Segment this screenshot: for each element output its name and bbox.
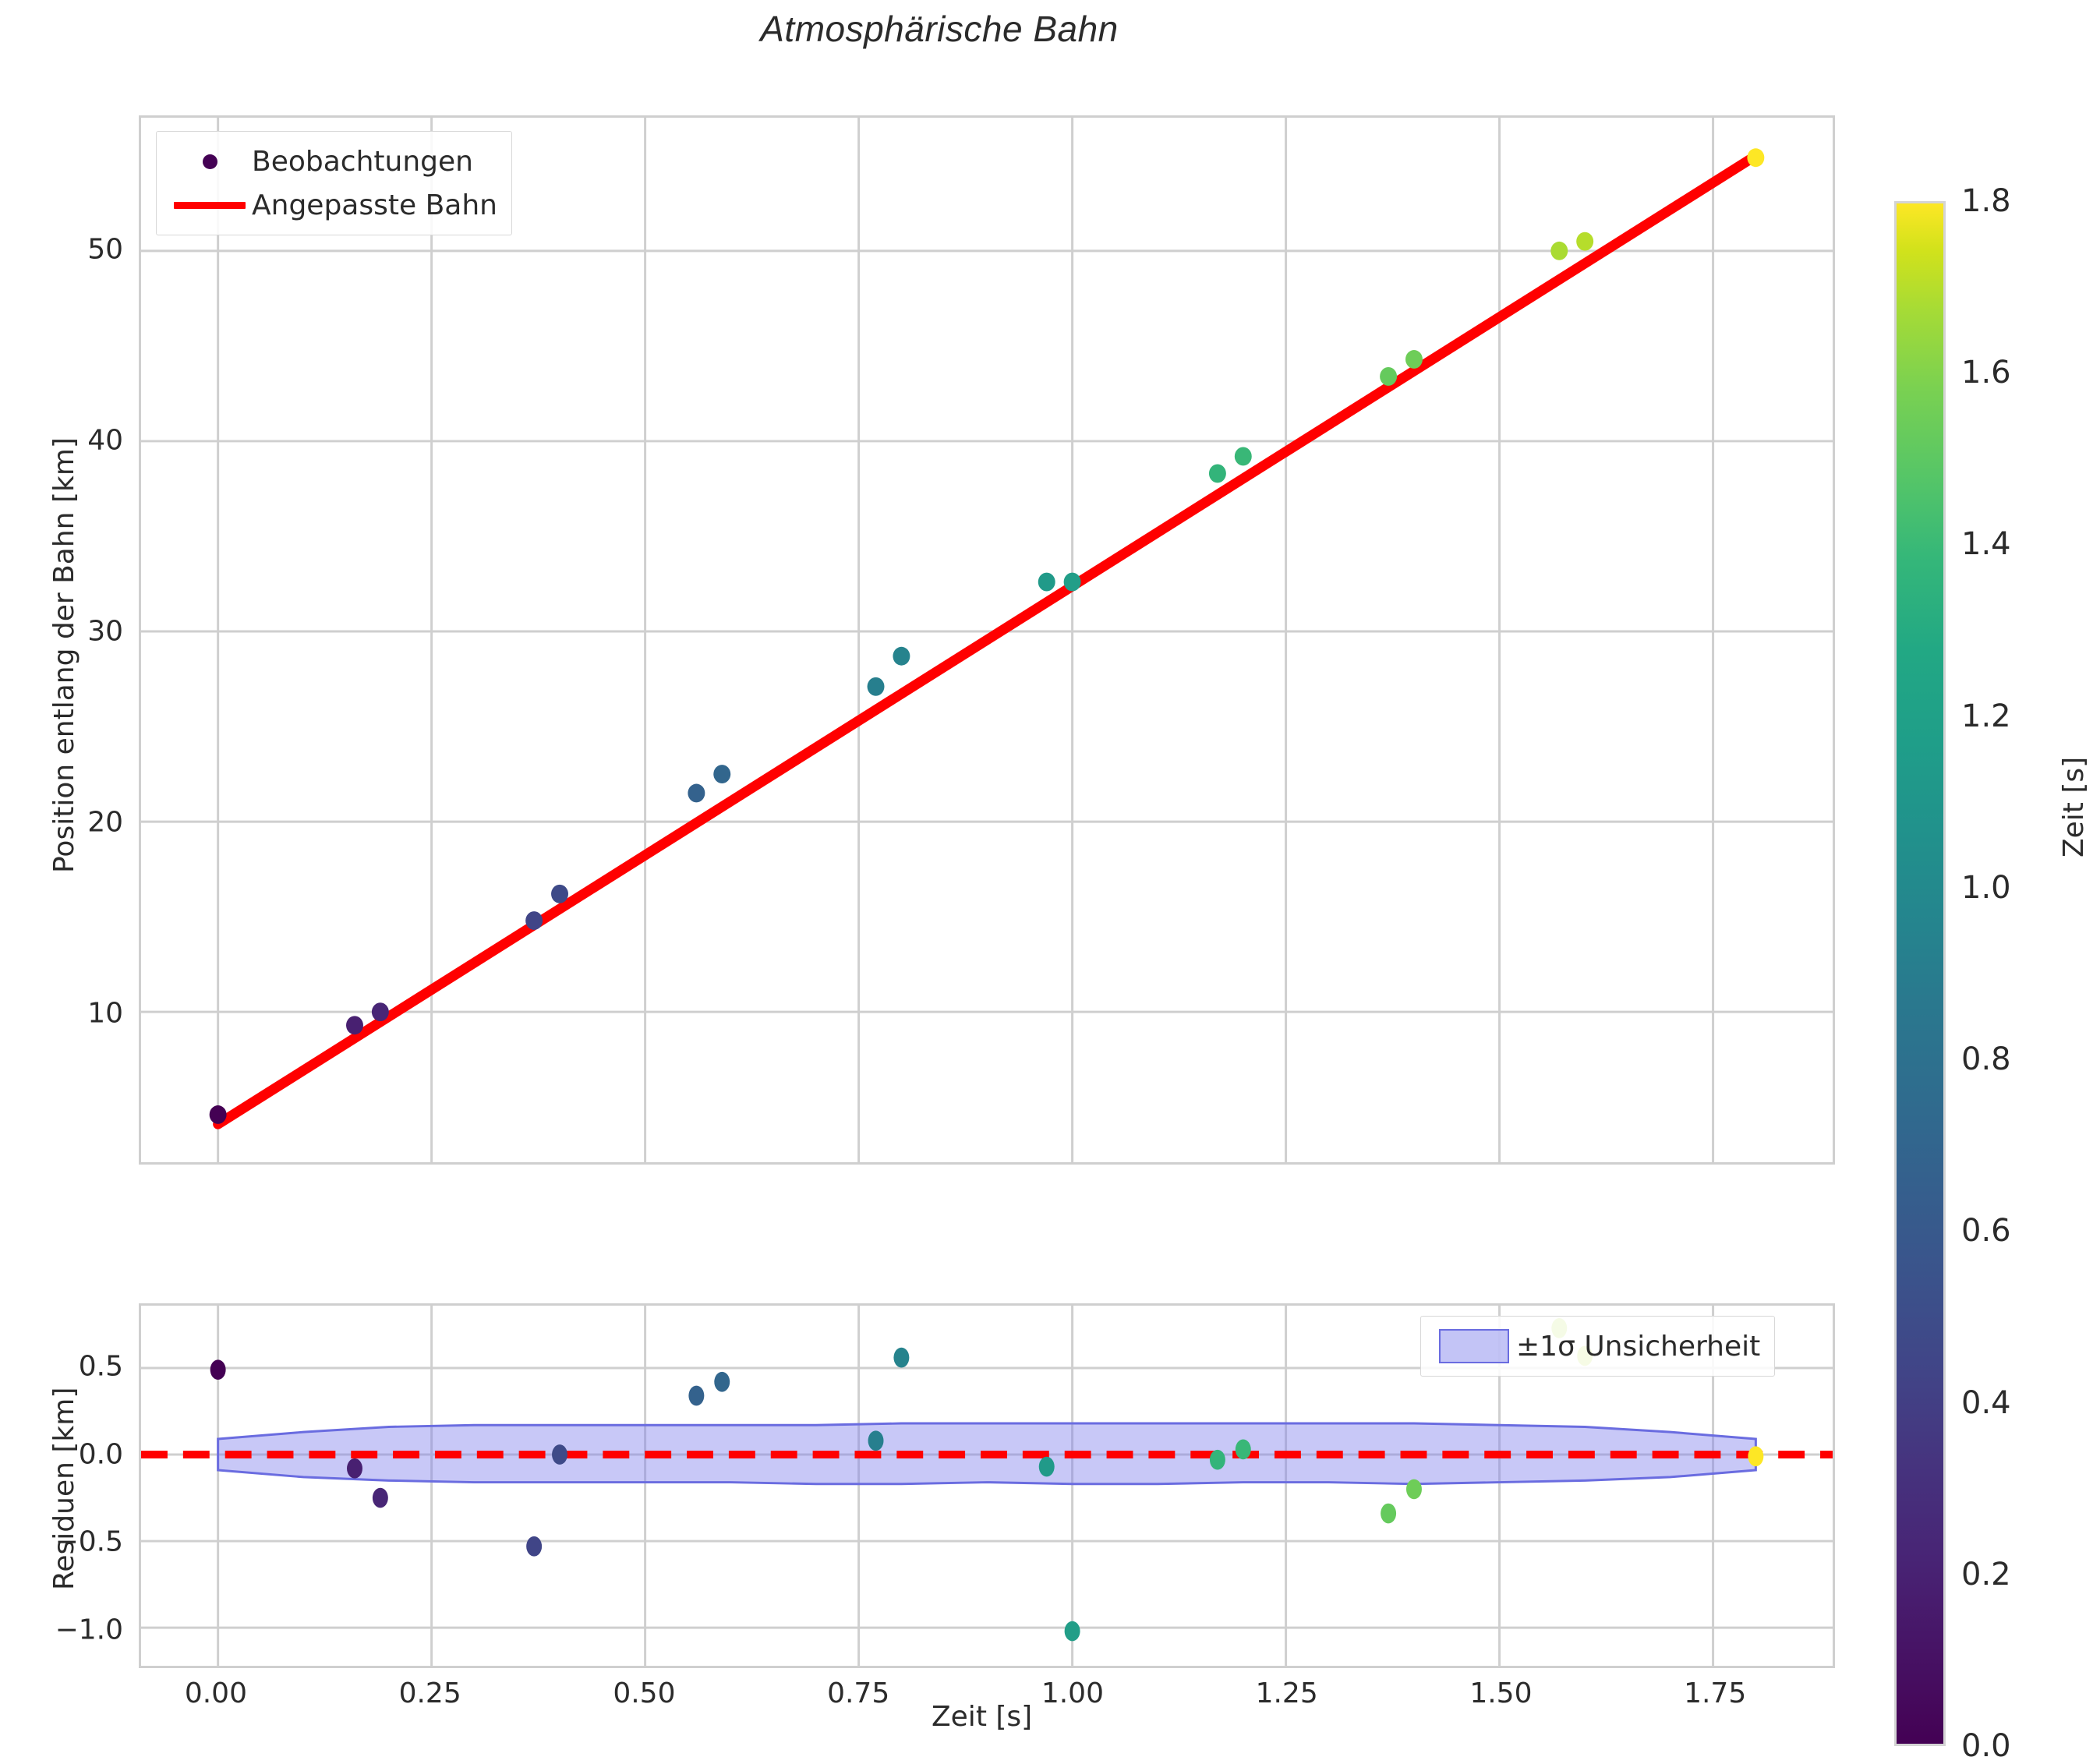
residual-x-tick: 0.50 [613,1677,676,1709]
residual-x-tick: 0.00 [184,1677,247,1709]
legend-item-observations: Beobachtungen [168,140,497,183]
colorbar-tick: 1.0 [1961,869,2011,906]
main-y-tick: 30 [87,615,123,648]
residual-y-tick: 0.0 [78,1438,123,1470]
residual-y-axis-label: Residuen [km] [48,1387,80,1590]
colorbar-tick: 0.8 [1961,1041,2011,1078]
residual-x-tick: 1.00 [1041,1677,1104,1709]
colorbar-tick: 0.6 [1961,1213,2011,1250]
colorbar-tick: 0.2 [1961,1556,2011,1593]
colorbar-gradient [1894,201,1946,1746]
residual-plot-svg [141,1306,1833,1666]
main-plot-legend: Beobachtungen Angepasste Bahn [156,131,512,235]
main-plot-axes [139,115,1835,1165]
figure-title: Atmosphärische Bahn [760,9,1119,49]
uncertainty-band-icon [1432,1329,1516,1363]
colorbar-tick: 0.0 [1961,1728,2011,1764]
residual-y-tick: −0.5 [55,1525,123,1558]
colorbar-tick: 1.2 [1961,698,2011,734]
residual-y-tick: −1.0 [55,1614,123,1646]
fitted-line-icon [168,201,252,209]
residual-y-tick: 0.5 [78,1350,123,1383]
legend-label-uncertainty: ±1σ Unsicherheit [1516,1330,1761,1363]
colorbar-axis-label: Zeit [s] [2058,756,2090,857]
residual-x-tick: 1.50 [1469,1677,1533,1709]
residual-x-tick: 1.75 [1684,1677,1747,1709]
colorbar-tick: 0.4 [1961,1384,2011,1421]
main-plot-svg [141,118,1833,1162]
main-y-tick: 10 [87,997,123,1030]
main-y-tick: 40 [87,424,123,457]
colorbar-tick: 1.6 [1961,355,2011,391]
residual-x-tick: 1.25 [1255,1677,1318,1709]
main-y-tick: 20 [87,806,123,839]
main-y-axis-label: Position entlang der Bahn [km] [48,437,80,873]
legend-label-fitted-trajectory: Angepasste Bahn [252,189,497,221]
residual-x-tick: 0.75 [827,1677,890,1709]
residual-x-axis-label: Zeit [s] [932,1701,1033,1733]
legend-label-observations: Beobachtungen [252,145,473,178]
colorbar-tick: 1.8 [1961,183,2011,219]
legend-item-uncertainty: ±1σ Unsicherheit [1432,1324,1760,1368]
legend-item-fitted-trajectory: Angepasste Bahn [168,183,497,227]
observations-marker-icon [168,154,252,169]
colorbar-tick: 1.4 [1961,526,2011,563]
residual-x-tick: 0.25 [398,1677,461,1709]
main-y-tick: 50 [87,233,123,266]
residual-plot-legend: ±1σ Unsicherheit [1420,1316,1776,1377]
